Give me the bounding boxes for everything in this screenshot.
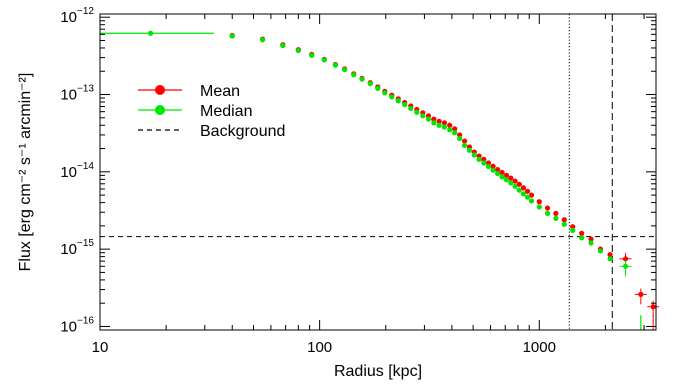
mean-point: [499, 169, 505, 176]
mean-point: [447, 122, 453, 128]
median-point: [342, 67, 348, 73]
x-tick-label: 10: [92, 339, 109, 356]
mean-point: [553, 210, 559, 216]
median-point: [395, 98, 401, 104]
mean-point: [622, 256, 629, 262]
median-point: [431, 120, 437, 126]
median-point: [561, 221, 567, 227]
x-axis-label: Radius [kpc]: [334, 363, 422, 380]
median-point: [408, 105, 414, 112]
median-point: [148, 30, 154, 36]
median-point: [471, 152, 477, 158]
median-point: [457, 135, 463, 142]
median-point: [553, 215, 559, 221]
legend-label-median: Median: [200, 103, 252, 120]
legend-label-mean: Mean: [200, 83, 240, 100]
median-point: [321, 57, 327, 63]
mean-point: [536, 199, 542, 205]
median-point: [402, 102, 408, 108]
median-point: [508, 180, 514, 186]
mean-point: [508, 175, 514, 181]
mean-point: [461, 138, 468, 144]
median-point: [229, 33, 235, 39]
median-point: [441, 124, 448, 130]
median-point: [260, 37, 266, 43]
median-point: [570, 227, 576, 233]
median-point: [295, 47, 301, 54]
plot-frame: [99, 13, 657, 331]
median-point: [499, 174, 505, 180]
mean-point: [528, 192, 535, 198]
mean-point: [638, 291, 644, 297]
median-point: [476, 156, 482, 162]
median-point: [436, 122, 442, 128]
median-point: [622, 263, 629, 269]
x-tick-label: 100: [307, 339, 332, 356]
median-point: [536, 204, 542, 210]
mean-point: [452, 126, 458, 132]
median-point: [503, 177, 510, 183]
median-point: [528, 198, 535, 204]
median-point: [461, 142, 468, 148]
mean-point: [607, 252, 613, 258]
mean-point: [494, 166, 501, 173]
y-tick-label: 10−16: [60, 315, 94, 335]
median-point: [367, 81, 373, 87]
median-point: [597, 248, 604, 254]
mean-point: [516, 181, 522, 187]
median-point: [524, 194, 531, 200]
median-point: [579, 235, 585, 241]
mean-point: [490, 163, 496, 169]
median-point: [544, 210, 551, 216]
median-point: [516, 187, 522, 193]
mean-point: [561, 217, 567, 223]
legend-marker-median: [155, 105, 165, 115]
median-point: [481, 160, 487, 166]
mean-point: [431, 116, 437, 122]
mean-point: [588, 236, 594, 242]
median-point: [359, 76, 365, 82]
mean-point: [524, 188, 531, 194]
median-point: [382, 90, 388, 96]
median-point: [351, 72, 357, 78]
median-point: [494, 170, 501, 177]
median-point: [332, 62, 339, 68]
y-tick-label: 10−14: [60, 161, 94, 181]
mean-point: [481, 156, 487, 162]
mean-point: [520, 185, 527, 191]
median-point: [490, 167, 496, 173]
mean-point: [579, 230, 585, 236]
mean-point: [436, 118, 442, 124]
median-point: [452, 130, 458, 136]
mean-point: [441, 120, 448, 126]
y-tick-label: 10−12: [60, 6, 94, 26]
median-point: [447, 127, 453, 133]
legend-label-background: Background: [200, 123, 285, 140]
median-point: [414, 109, 420, 115]
median-point: [420, 113, 426, 119]
y-axis-label: Flux [erg cm⁻² s⁻¹ arcmin⁻²]: [17, 73, 34, 272]
mean-point: [512, 178, 518, 184]
median-point: [520, 191, 527, 197]
median-point: [512, 183, 518, 189]
median-point: [466, 147, 473, 153]
x-tick-label: 1000: [523, 339, 556, 356]
mean-point: [570, 224, 576, 230]
y-tick-label: 10−15: [60, 238, 94, 258]
legend: Mean Median Background: [138, 83, 285, 140]
mean-point: [503, 172, 510, 178]
median-point: [375, 85, 381, 91]
median-point: [485, 163, 492, 170]
legend-marker-mean: [155, 85, 165, 95]
mean-point: [650, 304, 656, 310]
median-point: [389, 94, 395, 100]
median-point: [309, 52, 315, 59]
median-point: [280, 42, 286, 49]
median-point: [607, 256, 613, 262]
median-point: [425, 116, 432, 122]
mean-point: [544, 205, 551, 211]
y-tick-label: 10−13: [60, 84, 94, 104]
median-point: [588, 240, 594, 246]
